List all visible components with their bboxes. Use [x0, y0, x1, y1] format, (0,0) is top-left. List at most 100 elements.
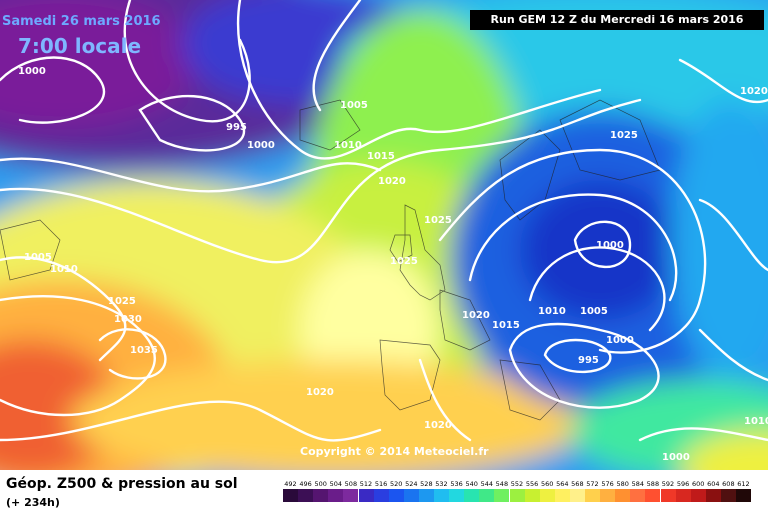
legend-item: 520: [388, 479, 404, 505]
isobar-label: 1020: [306, 387, 334, 398]
legend-swatch: [554, 489, 570, 502]
legend-swatch: [736, 489, 751, 502]
isobar-label: 1025: [610, 130, 638, 141]
isobar-label: 1005: [580, 306, 608, 317]
legend-swatch: [660, 489, 676, 502]
legend-swatch: [509, 489, 525, 502]
legend-item: 596: [675, 479, 691, 505]
model-run-label: Run GEM 12 Z du Mercredi 16 mars 2016: [470, 10, 764, 30]
legend-swatch: [524, 489, 540, 502]
legend-swatch: [600, 489, 616, 502]
legend-swatch: [585, 489, 600, 502]
isobar-label: 1010: [50, 264, 78, 275]
legend-value: 516: [374, 480, 388, 488]
isobar-label: 1010: [744, 416, 768, 427]
legend-swatch: [358, 489, 374, 502]
legend-item: 568: [569, 479, 585, 505]
legend-item: 564: [554, 479, 570, 505]
legend-item: 512: [358, 479, 374, 505]
isobar-label: 1035: [130, 345, 158, 356]
legend-item: 600: [690, 479, 706, 505]
legend-swatch: [434, 489, 449, 502]
color-scale-legend: 492 496 500 504 508 512 516 520 524 528 532 536 540 5…: [283, 479, 753, 505]
legend-item: 608: [720, 479, 736, 505]
legend-value: 500: [314, 480, 327, 488]
legend-item: 508: [343, 479, 359, 505]
legend-value: 592: [661, 480, 675, 488]
legend-value: 520: [389, 480, 403, 488]
isobar-label: 1025: [390, 256, 418, 267]
legend-item: 560: [539, 479, 555, 505]
legend-swatch: [630, 489, 646, 502]
legend-item: 552: [509, 479, 525, 505]
legend-item: 524: [403, 479, 419, 505]
isobar-label: 1005: [340, 100, 368, 111]
pressure-map: [0, 0, 768, 470]
isobar-label: 1015: [492, 320, 520, 331]
legend-item: 500: [313, 479, 329, 505]
isobars: [0, 0, 768, 440]
legend-value: 568: [571, 480, 584, 488]
legend-item: 532: [434, 479, 449, 505]
isobar-label: 1020: [424, 420, 452, 431]
isobar-label: 1020: [462, 310, 490, 321]
legend-item: 576: [600, 479, 616, 505]
legend-item: 556: [524, 479, 540, 505]
legend-value: 524: [405, 480, 418, 488]
isobar-label: 995: [226, 122, 247, 133]
legend-swatch: [313, 489, 329, 502]
legend-value: 540: [465, 480, 478, 488]
z500-color-field: [0, 0, 768, 470]
legend-value: 600: [691, 480, 705, 488]
isobar-label: 1000: [606, 335, 634, 346]
legend-item: 492: [283, 479, 298, 505]
legend-value: 512: [359, 480, 373, 488]
legend-item: 592: [660, 479, 676, 505]
legend-swatch: [479, 489, 495, 502]
legend-value: 492: [284, 480, 297, 488]
legend-item: 604: [705, 479, 721, 505]
forecast-time: 7:00 locale: [18, 34, 142, 58]
legend-swatch: [388, 489, 404, 502]
legend-swatch: [705, 489, 721, 502]
legend-item: 584: [630, 479, 646, 505]
isobar-label: 1020: [740, 86, 768, 97]
legend-item: 580: [615, 479, 631, 505]
legend-value: 584: [631, 480, 644, 488]
legend-item: 588: [645, 479, 661, 505]
legend-value: 596: [676, 480, 690, 488]
isobar-label: 1000: [596, 240, 624, 251]
legend-swatch: [373, 489, 389, 502]
legend-value: 536: [450, 480, 463, 488]
legend-swatch: [569, 489, 585, 502]
legend-value: 544: [480, 480, 493, 488]
legend-swatch: [690, 489, 706, 502]
isobar-label: 1010: [538, 306, 566, 317]
legend-swatch: [418, 489, 434, 502]
legend-value: 552: [510, 480, 524, 488]
legend-swatch: [298, 489, 314, 502]
legend-item: 548: [494, 479, 510, 505]
legend-value: 548: [495, 480, 509, 488]
legend-value: 572: [586, 480, 599, 488]
legend-value: 508: [344, 480, 358, 488]
isobar-label: 1020: [378, 176, 406, 187]
legend-item: 496: [298, 479, 314, 505]
copyright-text: Copyright © 2014 Meteociel.fr: [300, 445, 489, 458]
legend-swatch: [403, 489, 419, 502]
legend-swatch: [343, 489, 359, 502]
legend-item: 516: [373, 479, 389, 505]
lead-time: (+ 234h): [6, 496, 60, 509]
legend-value: 608: [722, 480, 735, 488]
legend-item: 540: [464, 479, 480, 505]
legend-value: 496: [299, 480, 312, 488]
product-title: Géop. Z500 & pression au sol: [6, 476, 238, 492]
legend-swatch: [720, 489, 736, 502]
legend-swatch: [645, 489, 661, 502]
legend-value: 612: [737, 480, 750, 488]
legend-swatch: [539, 489, 555, 502]
legend-swatch: [675, 489, 691, 502]
isobar-label: 1010: [334, 140, 362, 151]
legend-value: 604: [707, 480, 720, 488]
